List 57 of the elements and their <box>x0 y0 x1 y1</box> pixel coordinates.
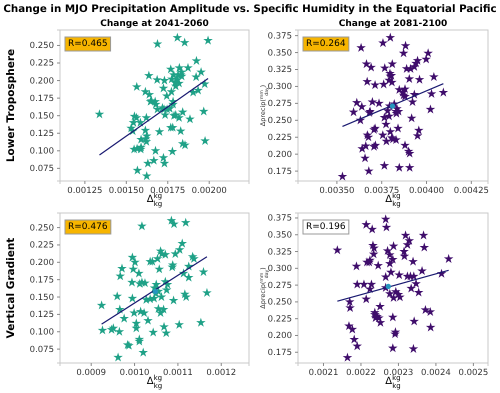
text: Lower Troposphere <box>5 48 17 162</box>
x-tick-label: 0.0022 <box>346 368 376 378</box>
y-tick-label: 0.200 <box>268 150 292 160</box>
y-tick-label: 0.275 <box>268 99 292 110</box>
x-tick-label: 0.0024 <box>421 368 451 378</box>
y-tick-label: 0.175 <box>30 275 54 286</box>
y-tick-label: 0.175 <box>30 94 54 104</box>
x-tick-label: 0.00150 <box>108 186 144 196</box>
y-tick-label: 0.125 <box>30 310 54 320</box>
y-tick-label: 0.325 <box>268 247 292 258</box>
x-tick-label: 0.0025 <box>458 368 488 378</box>
y-tick-label: 0.125 <box>30 128 54 139</box>
y-tick-label: 0.150 <box>30 292 54 303</box>
chart-title: Change at 2081-2100 <box>338 19 448 29</box>
y-tick-label: 0.075 <box>30 164 54 174</box>
y-tick-label: 0.250 <box>268 116 292 126</box>
y-tick-label: 0.325 <box>268 65 292 76</box>
annotation: R=0.465 <box>68 39 108 49</box>
annotation: R=0.476 <box>68 222 108 232</box>
y-tick-label: 0.175 <box>268 166 292 177</box>
y-tick-label: 0.225 <box>30 58 54 69</box>
x-tick-label: 0.00350 <box>319 186 354 196</box>
y-tick-label: 0.225 <box>268 314 292 324</box>
y-tick-label: 0.250 <box>30 41 54 52</box>
y-tick-label: 0.100 <box>30 146 54 157</box>
y-tick-label: 0.200 <box>30 258 54 268</box>
y-tick-label: 0.350 <box>268 230 292 240</box>
x-tick-label: 0.0010 <box>120 368 150 378</box>
y-tick-label: 0.150 <box>30 111 54 122</box>
y-tick-label: 0.250 <box>30 223 54 234</box>
y-tick-label: 0.175 <box>268 348 292 358</box>
y-tick-label: 0.200 <box>30 76 54 86</box>
y-tick-label: 0.375 <box>268 214 292 224</box>
chart-title: Change at 2041-2060 <box>100 19 209 29</box>
y-tick-label: 0.300 <box>268 264 292 274</box>
text: Change in MJO Precipitation Amplitude vs. Specific Humidity in the Equatorial Pacific <box>3 3 497 15</box>
y-tick-label: 0.275 <box>268 280 292 291</box>
x-tick-label: 0.0009 <box>76 368 106 378</box>
annotation: R=0.264 <box>306 39 346 49</box>
x-tick-label: 0.0012 <box>206 368 236 378</box>
y-tick-label: 0.225 <box>30 240 54 251</box>
y-tick-label: 0.375 <box>268 31 292 42</box>
y-tick-label: 0.200 <box>268 331 292 342</box>
y-tick-label: 0.225 <box>268 132 292 143</box>
y-tick-label: 0.350 <box>268 48 292 58</box>
text: Vertical Gradient <box>5 238 17 338</box>
x-tick-label: 0.00200 <box>192 186 227 196</box>
x-tick-label: 0.00425 <box>454 186 489 196</box>
y-tick-label: 0.300 <box>268 82 292 92</box>
y-tick-label: 0.075 <box>30 344 54 355</box>
annotation: R=0.196 <box>306 222 346 232</box>
x-tick-label: 0.0011 <box>163 368 193 378</box>
y-tick-label: 0.100 <box>30 327 54 338</box>
x-tick-label: 0.0021 <box>308 368 338 378</box>
y-tick-label: 0.250 <box>268 298 292 308</box>
x-tick-label: 0.00400 <box>408 186 444 196</box>
x-tick-label: 0.00125 <box>67 186 102 196</box>
